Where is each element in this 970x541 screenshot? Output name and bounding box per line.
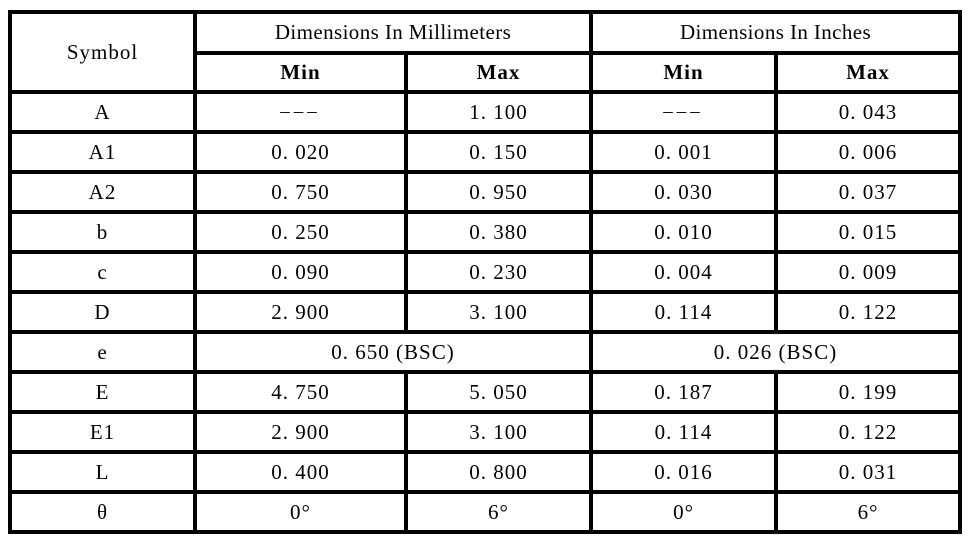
cell-symbol: A bbox=[8, 90, 197, 134]
table-row: E1 2. 900 3. 100 0. 114 0. 122 bbox=[8, 410, 963, 454]
cell-mm-max: 6° bbox=[403, 490, 594, 534]
header-symbol: Symbol bbox=[8, 10, 197, 94]
header-inch-group: Dimensions In Inches bbox=[589, 10, 963, 55]
cell-mm-min: 0. 090 bbox=[193, 250, 408, 294]
cell-mm-max: 3. 100 bbox=[403, 410, 594, 454]
cell-inch-max: 0. 122 bbox=[774, 290, 963, 334]
cell-symbol: e bbox=[8, 330, 197, 374]
header-mm-group: Dimensions In Millimeters bbox=[192, 10, 594, 55]
table-row: e 0. 650 (BSC) 0. 026 (BSC) bbox=[8, 330, 963, 374]
cell-symbol: b bbox=[8, 210, 197, 254]
cell-mm-max: 0. 230 bbox=[403, 250, 594, 294]
table-row: L 0. 400 0. 800 0. 016 0. 031 bbox=[8, 450, 963, 494]
cell-symbol: E1 bbox=[8, 410, 197, 454]
cell-mm-max: 3. 100 bbox=[403, 290, 594, 334]
cell-inch-max: 0. 031 bbox=[774, 450, 963, 494]
cell-inch-min: 0. 016 bbox=[589, 450, 779, 494]
cell-mm-min: 2. 900 bbox=[193, 290, 408, 334]
cell-symbol: E bbox=[8, 370, 197, 414]
cell-mm-max: 0. 800 bbox=[403, 450, 594, 494]
cell-inch-min: 0. 114 bbox=[589, 290, 779, 334]
table-row: c 0. 090 0. 230 0. 004 0. 009 bbox=[8, 250, 963, 294]
cell-symbol: θ bbox=[8, 490, 197, 534]
table-row: b 0. 250 0. 380 0. 010 0. 015 bbox=[8, 210, 963, 254]
header-minmax-row: Min Max Min Max bbox=[10, 51, 963, 94]
cell-mm-min: 2. 900 bbox=[193, 410, 408, 454]
cell-inch-max: 0. 043 bbox=[774, 90, 963, 134]
header-mm-min: Min bbox=[193, 51, 408, 94]
header-inch-min: Min bbox=[589, 51, 779, 94]
cell-symbol: c bbox=[8, 250, 197, 294]
cell-inch-min: 0. 187 bbox=[589, 370, 779, 414]
cell-inch-max: 0. 009 bbox=[774, 250, 963, 294]
dimensions-table-container: Symbol Dimensions In Millimeters Dimensi… bbox=[8, 10, 963, 534]
table-row: A ––– 1. 100 ––– 0. 043 bbox=[8, 90, 963, 134]
table-body: A ––– 1. 100 ––– 0. 043 A1 0. 020 0. 150 0. 001 0… bbox=[8, 90, 963, 534]
cell-inch-min: 0. 030 bbox=[589, 170, 779, 214]
cell-mm-min: 0. 400 bbox=[193, 450, 408, 494]
table-row: D 2. 900 3. 100 0. 114 0. 122 bbox=[8, 290, 963, 334]
cell-inch-min: 0. 001 bbox=[589, 130, 779, 174]
cell-inch-merged: 0. 026 (BSC) bbox=[589, 330, 963, 374]
table-row: A2 0. 750 0. 950 0. 030 0. 037 bbox=[8, 170, 963, 214]
header-inch-max: Max bbox=[774, 51, 963, 94]
cell-inch-min: ––– bbox=[589, 90, 779, 134]
table-row: θ 0° 6° 0° 6° bbox=[8, 490, 963, 534]
table-row: A1 0. 020 0. 150 0. 001 0. 006 bbox=[8, 130, 963, 174]
cell-mm-min: 0. 750 bbox=[193, 170, 408, 214]
cell-inch-min: 0. 114 bbox=[589, 410, 779, 454]
dimensions-table: Symbol Dimensions In Millimeters Dimensi… bbox=[8, 10, 963, 534]
cell-mm-max: 0. 950 bbox=[403, 170, 594, 214]
cell-mm-merged: 0. 650 (BSC) bbox=[192, 330, 594, 374]
cell-inch-max: 0. 037 bbox=[774, 170, 963, 214]
cell-inch-max: 0. 006 bbox=[774, 130, 963, 174]
cell-symbol: A1 bbox=[8, 130, 197, 174]
cell-symbol: L bbox=[8, 450, 197, 494]
cell-inch-max: 0. 199 bbox=[774, 370, 963, 414]
cell-mm-max: 0. 150 bbox=[403, 130, 594, 174]
cell-mm-min: ––– bbox=[193, 90, 408, 134]
cell-inch-max: 0. 122 bbox=[774, 410, 963, 454]
header-group-row: Symbol Dimensions In Millimeters Dimensi… bbox=[8, 10, 963, 94]
cell-symbol: D bbox=[8, 290, 197, 334]
cell-mm-min: 0. 250 bbox=[193, 210, 408, 254]
cell-inch-max: 0. 015 bbox=[774, 210, 963, 254]
cell-mm-max: 0. 380 bbox=[403, 210, 594, 254]
cell-inch-min: 0. 010 bbox=[589, 210, 779, 254]
cell-mm-min: 4. 750 bbox=[193, 370, 408, 414]
cell-symbol: A2 bbox=[8, 170, 197, 214]
cell-inch-min: 0° bbox=[589, 490, 779, 534]
table-header: Symbol Dimensions In Millimeters Dimensi… bbox=[8, 10, 963, 94]
header-mm-max: Max bbox=[403, 51, 594, 94]
cell-inch-min: 0. 004 bbox=[589, 250, 779, 294]
cell-inch-max: 6° bbox=[774, 490, 963, 534]
cell-mm-max: 5. 050 bbox=[403, 370, 594, 414]
table-row: E 4. 750 5. 050 0. 187 0. 199 bbox=[8, 370, 963, 414]
cell-mm-min: 0° bbox=[193, 490, 408, 534]
cell-mm-max: 1. 100 bbox=[403, 90, 594, 134]
cell-mm-min: 0. 020 bbox=[193, 130, 408, 174]
